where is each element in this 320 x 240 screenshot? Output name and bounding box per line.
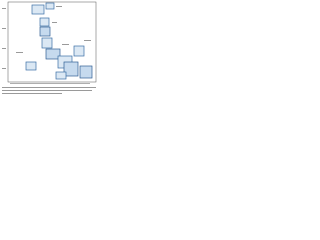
tick-text [2, 68, 6, 69]
tick-text [2, 28, 6, 29]
tick-text [10, 83, 90, 84]
label-text [52, 22, 57, 23]
label-text [62, 44, 69, 45]
region [31, 4, 45, 15]
label-text [84, 40, 91, 41]
plot-frame [7, 1, 97, 83]
label-text [16, 52, 23, 53]
caption-line [2, 93, 62, 94]
figure [2, 1, 97, 94]
region [73, 45, 85, 57]
label-text [56, 6, 62, 7]
caption-line [2, 90, 92, 91]
region [45, 2, 55, 10]
region [39, 26, 51, 37]
caption-line [2, 87, 96, 88]
region [41, 37, 53, 49]
tick-text [2, 48, 6, 49]
region [45, 48, 61, 60]
region [63, 61, 79, 77]
region [55, 71, 67, 80]
region [79, 65, 93, 79]
region [39, 17, 50, 27]
page: (() => { const data = JSON.parse(documen… [0, 0, 100, 97]
tick-text [2, 8, 6, 9]
region [25, 61, 37, 71]
